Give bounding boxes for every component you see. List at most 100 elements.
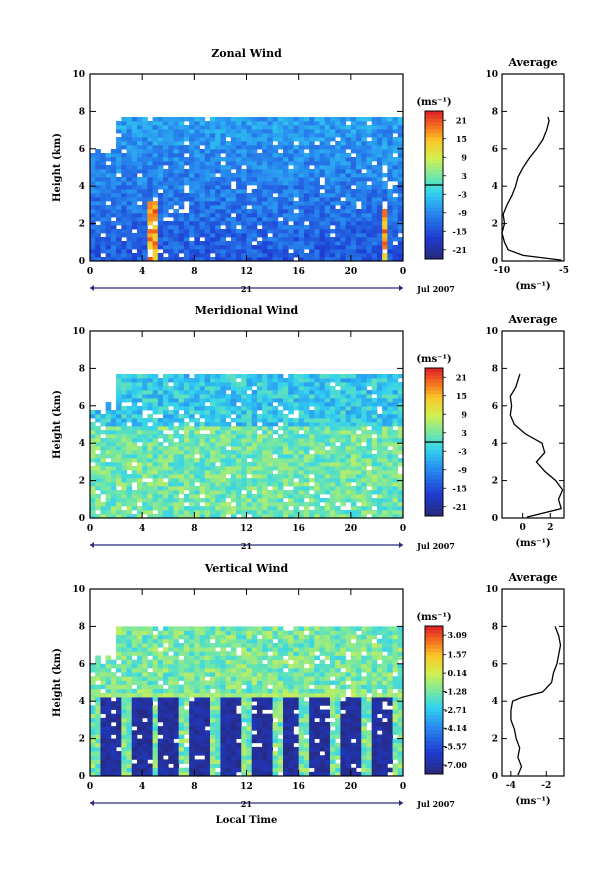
colorbar-segment [425,423,443,428]
heatmap-cell [371,153,378,158]
heatmap-cell [272,117,279,122]
heatmap-cell [116,514,122,519]
heatmap-cell [142,438,148,443]
date-bar-arrow-right [399,542,403,548]
heatmap-cell [121,738,127,744]
heatmap-cell [283,165,289,170]
heatmap-cell [126,426,133,431]
heatmap-cell [366,394,373,399]
heatmap-cell [110,738,117,744]
heatmap-cell [335,474,341,479]
heatmap-cell [329,414,336,419]
heatmap-cell [387,245,393,250]
heatmap-cell [283,478,289,483]
heatmap-cell [126,390,133,395]
heatmap-cell [100,474,107,479]
heatmap-cell [246,221,253,226]
heatmap-cell [116,734,122,739]
heatmap-cell [95,726,101,731]
heatmap-cell [361,422,367,427]
heatmap-cell [324,193,331,198]
heatmap-cell [147,672,153,677]
heatmap-cell [293,121,300,126]
colorbar-tick-label: -3 [458,189,467,199]
heatmap-cell [204,672,211,677]
heatmap-cell [110,201,117,206]
heatmap-cell [116,751,122,756]
heatmap-cell [142,137,148,142]
heatmap-cell [220,213,227,218]
heatmap-cell [324,510,331,515]
heatmap-cell [298,149,305,154]
heatmap-cell [183,486,190,491]
heatmap-cell [173,197,180,202]
heatmap-cell [225,402,232,407]
heatmap-cell [136,398,143,403]
heatmap-cell [110,422,117,427]
heatmap-cell [168,410,174,415]
heatmap-cell [324,121,331,126]
heatmap-cell [246,418,253,423]
heatmap-cell [105,721,112,727]
heatmap-cell [314,145,320,150]
heatmap-cell [366,482,373,487]
heatmap-cell [215,394,221,399]
heatmap-cell [309,177,315,182]
heatmap-cell [272,462,279,467]
heatmap-cell [90,189,96,194]
heatmap-cell [105,165,112,170]
heatmap-cell [345,426,352,431]
heatmap-cell [335,229,341,234]
heatmap-cell [157,382,164,387]
heatmap-cell [142,494,148,499]
heatmap-cell [152,225,159,230]
heatmap-cell [142,378,148,383]
heatmap-cell [204,189,211,194]
heatmap-cell [256,478,263,483]
heatmap-cell [387,241,393,246]
heatmap-cell [157,763,164,769]
heatmap-cell [267,145,273,150]
heatmap-cell [309,378,315,383]
heatmap-cell [251,249,258,254]
heatmap-cell [178,510,185,515]
heatmap-cell [136,458,143,463]
heatmap-cell [361,434,367,439]
heatmap-cell [350,498,357,503]
heatmap-cell [314,229,320,234]
heatmap-cell [100,684,107,690]
heatmap-cell [366,378,373,383]
heatmap-cell [382,478,388,483]
heatmap-cell [366,494,373,499]
heatmap-cell [345,129,352,134]
heatmap-cell [361,249,367,254]
heatmap-cell [397,141,404,146]
heatmap-cell [340,121,347,126]
heatmap-cell [199,659,206,665]
heatmap-cell [178,414,185,419]
heatmap-cell [131,746,138,752]
heatmap-cell [142,684,148,690]
heatmap-cell [194,474,200,479]
heatmap-cell [392,394,399,399]
heatmap-cell [350,450,357,455]
heatmap-cell [142,470,148,475]
heatmap-cell [152,626,159,631]
heatmap-cell [215,237,221,242]
heatmap-cell [397,229,404,234]
heatmap-cell [371,185,378,190]
heatmap-cell [298,470,305,475]
heatmap-cell [298,213,305,218]
heatmap-cell [251,482,258,487]
heatmap-cell [157,390,164,395]
heatmap-cell [356,181,362,186]
heatmap-cell [303,434,310,439]
heatmap-cell [267,402,273,407]
heatmap-cell [194,153,200,158]
heatmap-cell [121,137,127,142]
heatmap-cell [371,233,378,238]
heatmap-cell [152,185,159,190]
heatmap-cell [382,486,388,491]
heatmap-cell [131,709,138,715]
heatmap-cell [356,185,362,190]
